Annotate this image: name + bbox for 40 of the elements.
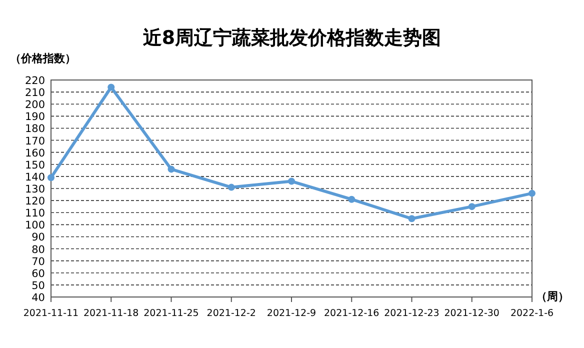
x-tick-label: 2022-1-6 bbox=[510, 308, 554, 319]
y-tick-label: 90 bbox=[32, 232, 45, 244]
y-tick-label: 200 bbox=[24, 99, 45, 112]
y-tick-label: 150 bbox=[24, 159, 45, 172]
y-tick-label: 40 bbox=[32, 292, 45, 304]
y-tick-label: 80 bbox=[32, 244, 45, 256]
point bbox=[288, 178, 295, 185]
y-tick-label: 160 bbox=[24, 147, 45, 160]
chart-title: 近8周辽宁蔬菜批发价格指数走势图 bbox=[142, 27, 442, 49]
point bbox=[108, 84, 115, 91]
x-tick-label: 2021-12-30 bbox=[444, 308, 500, 319]
x-axis-title: （周） bbox=[536, 290, 569, 303]
y-tick-label: 220 bbox=[24, 75, 45, 87]
point bbox=[168, 166, 175, 173]
x-tick-label: 2021-12-2 bbox=[206, 308, 256, 319]
x-tick-label: 2021-11-18 bbox=[84, 308, 139, 319]
y-tick-label: 110 bbox=[24, 208, 45, 220]
y-axis-title: （价格指数） bbox=[10, 52, 76, 65]
y-tick-label: 140 bbox=[24, 171, 45, 184]
y-tick-label: 130 bbox=[24, 184, 45, 196]
point bbox=[228, 184, 235, 191]
y-tick-label: 120 bbox=[24, 196, 45, 208]
y-tick-label: 170 bbox=[24, 135, 45, 148]
point bbox=[48, 174, 54, 182]
x-tick-label: 2021-11-25 bbox=[144, 308, 199, 319]
y-tick-label: 190 bbox=[24, 111, 45, 124]
point bbox=[528, 190, 536, 197]
x-tick-label: 2021-12-16 bbox=[324, 308, 380, 319]
y-tick-label: 60 bbox=[32, 268, 45, 280]
point bbox=[408, 215, 416, 222]
x-tick-label: 2021-12-23 bbox=[384, 308, 440, 319]
y-tick-label: 50 bbox=[32, 280, 45, 292]
point bbox=[348, 196, 356, 203]
x-tick-label: 2021-12-9 bbox=[266, 308, 316, 319]
x-tick-label: 2021-11-11 bbox=[23, 308, 79, 319]
y-tick-label: 70 bbox=[32, 256, 45, 268]
point bbox=[468, 203, 476, 210]
y-tick-label: 100 bbox=[24, 220, 45, 232]
y-tick-label: 180 bbox=[24, 123, 45, 136]
y-tick-label: 210 bbox=[24, 87, 45, 100]
